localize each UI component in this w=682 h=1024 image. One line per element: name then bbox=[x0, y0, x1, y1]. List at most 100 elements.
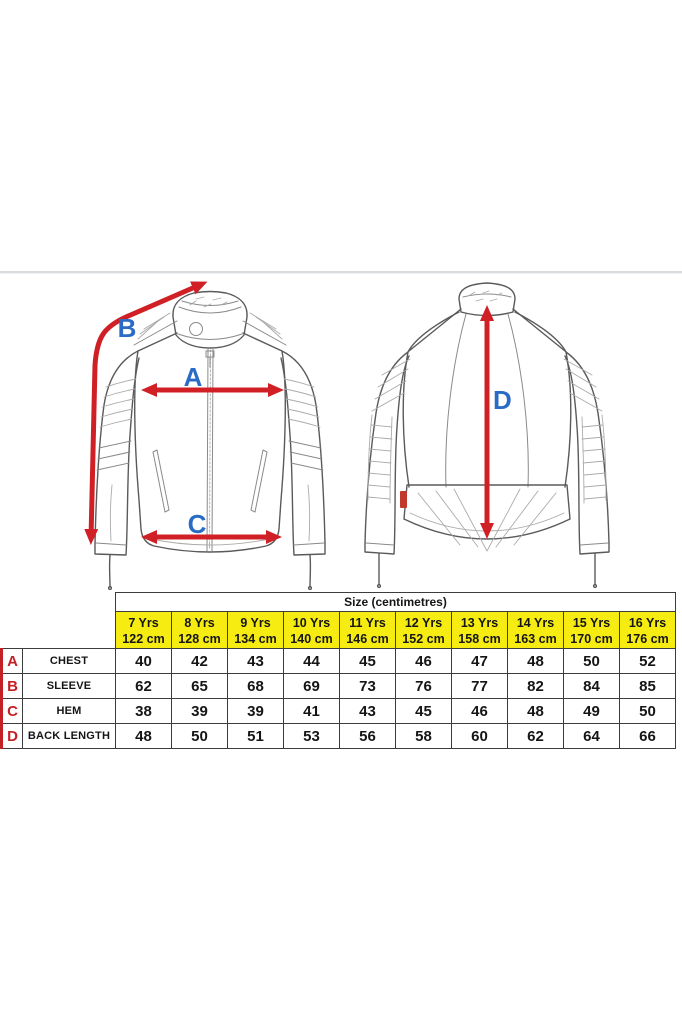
size-header-row: Size (centimetres) bbox=[2, 592, 676, 612]
size-column-8yrs: 8 Yrs 128 cm bbox=[171, 611, 228, 649]
size-value-cell: 53 bbox=[283, 723, 340, 749]
table-row-chest: A CHEST 40 42 43 44 45 46 47 48 50 52 bbox=[0, 648, 676, 674]
size-value-cell: 39 bbox=[171, 698, 228, 724]
age-label: 12 Yrs bbox=[404, 615, 443, 630]
row-letter: D bbox=[0, 723, 23, 749]
age-label: 11 Yrs bbox=[349, 615, 386, 630]
size-column-15yrs: 15 Yrs 170 cm bbox=[563, 611, 620, 649]
size-value-cell: 62 bbox=[507, 723, 564, 749]
size-column-10yrs: 10 Yrs 140 cm bbox=[283, 611, 340, 649]
age-label: 10 Yrs bbox=[292, 615, 331, 630]
row-label: BACK LENGTH bbox=[22, 723, 116, 749]
size-column-11yrs: 11 Yrs 146 cm bbox=[339, 611, 396, 649]
age-label: 15 Yrs bbox=[572, 615, 611, 630]
size-value-cell: 68 bbox=[227, 673, 284, 699]
height-label: 158 cm bbox=[458, 631, 501, 646]
size-value-cell: 65 bbox=[171, 673, 228, 699]
size-column-13yrs: 13 Yrs 158 cm bbox=[451, 611, 508, 649]
table-row-hem: C HEM 38 39 39 41 43 45 46 48 49 50 bbox=[0, 698, 676, 724]
horizontal-divider bbox=[0, 271, 682, 274]
label-sleeve-b: B bbox=[118, 313, 137, 343]
size-value-cell: 64 bbox=[563, 723, 620, 749]
back-collar bbox=[458, 282, 516, 317]
table-corner-spacer bbox=[2, 593, 116, 612]
front-yoke-seams bbox=[133, 320, 287, 346]
row-label: CHEST bbox=[22, 648, 116, 674]
hem-tag bbox=[400, 491, 407, 508]
size-columns-row: 7 Yrs 122 cm 8 Yrs 128 cm 9 Yrs 134 cm 1… bbox=[2, 611, 676, 649]
size-column-9yrs: 9 Yrs 134 cm bbox=[227, 611, 284, 649]
label-back-length-d: D bbox=[493, 385, 512, 415]
size-value-cell: 85 bbox=[619, 673, 676, 699]
age-label: 8 Yrs bbox=[184, 615, 215, 630]
size-value-cell: 48 bbox=[115, 723, 172, 749]
size-column-12yrs: 12 Yrs 152 cm bbox=[395, 611, 452, 649]
height-label: 163 cm bbox=[514, 631, 557, 646]
front-left-sleeve bbox=[94, 350, 140, 590]
size-value-cell: 43 bbox=[339, 698, 396, 724]
size-value-cell: 45 bbox=[395, 698, 452, 724]
size-value-cell: 40 bbox=[115, 648, 172, 674]
size-column-14yrs: 14 Yrs 163 cm bbox=[507, 611, 564, 649]
back-shoulder-seams bbox=[408, 308, 566, 352]
size-value-cell: 50 bbox=[563, 648, 620, 674]
row-letter: C bbox=[0, 698, 23, 724]
size-value-cell: 56 bbox=[339, 723, 396, 749]
size-value-cell: 60 bbox=[451, 723, 508, 749]
size-value-cell: 62 bbox=[115, 673, 172, 699]
measurement-diagram: A B C D bbox=[0, 271, 682, 590]
size-value-cell: 46 bbox=[395, 648, 452, 674]
size-value-cell: 43 bbox=[227, 648, 284, 674]
height-label: 128 cm bbox=[178, 631, 221, 646]
age-label: 7 Yrs bbox=[128, 615, 159, 630]
age-label: 13 Yrs bbox=[460, 615, 499, 630]
size-value-cell: 76 bbox=[395, 673, 452, 699]
size-value-cell: 52 bbox=[619, 648, 676, 674]
size-value-cell: 45 bbox=[339, 648, 396, 674]
age-label: 14 Yrs bbox=[516, 615, 555, 630]
back-left-sleeve bbox=[364, 351, 411, 589]
size-value-cell: 46 bbox=[451, 698, 508, 724]
front-right-sleeve bbox=[280, 350, 326, 590]
size-value-cell: 49 bbox=[563, 698, 620, 724]
size-value-cell: 48 bbox=[507, 648, 564, 674]
size-value-cell: 51 bbox=[227, 723, 284, 749]
sleeve-arrow bbox=[84, 281, 208, 545]
row-letter: A bbox=[0, 648, 23, 674]
height-label: 152 cm bbox=[402, 631, 445, 646]
age-label: 16 Yrs bbox=[628, 615, 667, 630]
size-header-cell: Size (centimetres) bbox=[115, 592, 676, 612]
size-value-cell: 50 bbox=[171, 723, 228, 749]
height-label: 134 cm bbox=[234, 631, 277, 646]
size-column-16yrs: 16 Yrs 176 cm bbox=[619, 611, 676, 649]
front-right-pocket bbox=[250, 449, 268, 513]
size-value-cell: 48 bbox=[507, 698, 564, 724]
age-label: 9 Yrs bbox=[240, 615, 271, 630]
height-label: 170 cm bbox=[570, 631, 613, 646]
table-row-sleeve: B SLEEVE 62 65 68 69 73 76 77 82 84 85 bbox=[0, 673, 676, 699]
size-value-cell: 44 bbox=[283, 648, 340, 674]
table-corner-spacer bbox=[2, 612, 116, 649]
size-value-cell: 39 bbox=[227, 698, 284, 724]
size-column-7yrs: 7 Yrs 122 cm bbox=[115, 611, 172, 649]
size-value-cell: 50 bbox=[619, 698, 676, 724]
back-right-sleeve bbox=[563, 351, 610, 589]
size-value-cell: 47 bbox=[451, 648, 508, 674]
row-label: HEM bbox=[22, 698, 116, 724]
label-chest-a: A bbox=[184, 362, 203, 392]
height-label: 146 cm bbox=[346, 631, 389, 646]
size-value-cell: 38 bbox=[115, 698, 172, 724]
row-letter: B bbox=[0, 673, 23, 699]
size-table: Size (centimetres) 7 Yrs 122 cm 8 Yrs 12… bbox=[0, 592, 676, 749]
table-row-back-length: D BACK LENGTH 48 50 51 53 56 58 60 62 64… bbox=[0, 723, 676, 749]
size-value-cell: 84 bbox=[563, 673, 620, 699]
size-value-cell: 58 bbox=[395, 723, 452, 749]
row-label: SLEEVE bbox=[22, 673, 116, 699]
collar-snap-button bbox=[189, 322, 203, 336]
size-value-cell: 66 bbox=[619, 723, 676, 749]
front-left-pocket bbox=[152, 449, 170, 513]
front-zipper bbox=[205, 347, 215, 552]
back-panel-seams bbox=[445, 313, 529, 488]
height-label: 176 cm bbox=[626, 631, 669, 646]
